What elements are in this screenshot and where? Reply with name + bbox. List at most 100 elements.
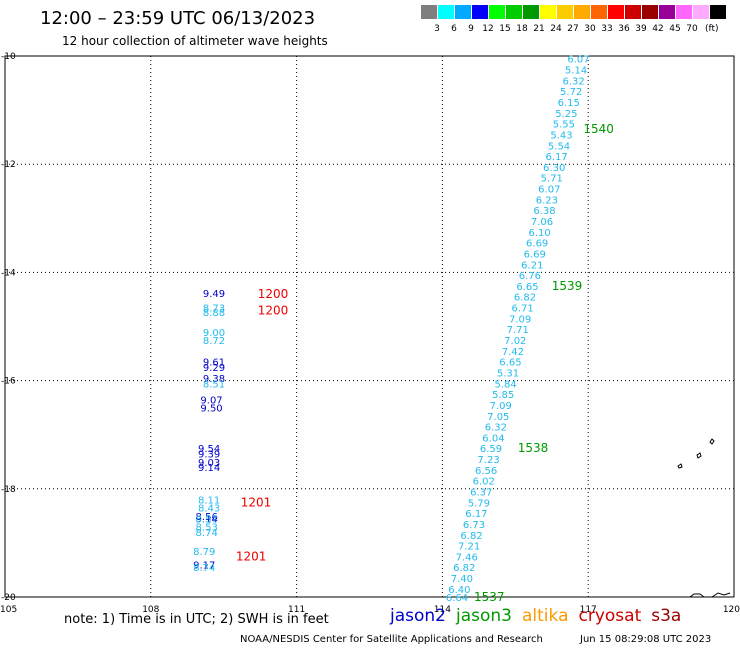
wave-height-label: 6.10: [528, 228, 550, 239]
wave-height-label: 7.42: [502, 347, 524, 358]
wave-height-label: 8.11: [198, 496, 220, 507]
wave-height-label: 7.23: [477, 455, 499, 466]
wave-height-label: 6.37: [470, 488, 492, 499]
wave-height-label: 6.07: [567, 55, 589, 66]
wave-height-label: 7.02: [504, 336, 526, 347]
wave-height-label: 6.65: [499, 358, 521, 369]
wave-height-label: 8.73: [203, 304, 225, 315]
wave-height-label: 6.32: [485, 423, 507, 434]
wave-height-label: 6.02: [473, 477, 495, 488]
island-outline: [696, 452, 702, 459]
legend-label: 21: [533, 24, 545, 34]
axis-labels: 105 108 111 114 117 120 -10 -12 -14 -16 -18 -20: [0, 52, 740, 615]
wave-height-label: 5.55: [553, 120, 575, 131]
legend-label: 27: [567, 24, 579, 34]
satellite-legend: jason2 jason3 altika cryosat s3a: [390, 606, 691, 626]
legend-swatch: [557, 5, 573, 19]
satellite-name: cryosat: [578, 606, 642, 626]
longitude-tick-label: 105: [0, 605, 17, 615]
wave-height-label: 9.54: [198, 444, 220, 455]
legend-label: 30: [584, 24, 596, 34]
legend-swatch: [540, 5, 556, 19]
legend-label: 15: [499, 24, 511, 34]
legend-swatch: [523, 5, 539, 19]
wave-height-label: 6.76: [519, 271, 541, 282]
wave-height-label: 6.73: [463, 520, 485, 531]
legend-label: 6: [451, 24, 457, 34]
wave-height-label: 6.71: [511, 304, 533, 315]
legend-swatch: [693, 5, 709, 19]
pass-number-label: 1539: [552, 279, 583, 293]
wave-height-label: 6.82: [453, 563, 475, 574]
wave-height-label: 7.21: [458, 542, 480, 553]
wave-height-label: 8.74: [196, 528, 218, 539]
wave-height-label: 9.00: [203, 328, 225, 339]
wave-height-label: 7.06: [531, 217, 553, 228]
wave-height-label: 6.82: [460, 531, 482, 542]
legend-swatch: [676, 5, 692, 19]
wave-height-label: 5.85: [492, 390, 514, 401]
wave-height-label: 5.79: [468, 498, 490, 509]
map-frame: [4, 55, 735, 598]
wave-height-label: 8.53: [196, 523, 218, 534]
credit-text: NOAA/NESDIS Center for Satellite Applica…: [240, 634, 543, 645]
pass-number-label: 1200: [258, 303, 289, 317]
wave-height-label: 9.17: [193, 561, 215, 572]
wave-height-label: 7.46: [456, 552, 478, 563]
wave-height-label: 6.69: [526, 239, 548, 250]
latitude-tick-label: -16: [1, 377, 16, 387]
wave-height-label: 5.14: [565, 66, 587, 77]
wave-height-label: 9.29: [203, 363, 225, 374]
wave-height-label: 6.65: [516, 282, 538, 293]
wave-height-label: 9.50: [200, 404, 222, 415]
wave-height-label: 6.15: [558, 98, 580, 109]
wave-height-label: 6.04: [482, 433, 504, 444]
timestamp-text: Jun 15 08:29:08 UTC 2023: [580, 634, 712, 645]
legend-label: 39: [635, 24, 647, 34]
legend-label: 33: [601, 24, 613, 34]
footer-note: note: 1) Time is in UTC; 2) SWH is in fe…: [64, 612, 329, 627]
legend-label: 70: [686, 24, 698, 34]
legend-label: 18: [516, 24, 528, 34]
wave-height-label: 5.25: [555, 109, 577, 120]
wave-height-label: 9.49: [203, 289, 225, 300]
wave-height-label: 9.14: [198, 463, 220, 474]
wave-height-label: 8.88: [203, 308, 225, 319]
legend-label: 9: [468, 24, 474, 34]
pass-number-label: 1201: [241, 495, 272, 509]
wave-height-label: 5.71: [541, 174, 563, 185]
wave-height-label: 6.40: [448, 585, 470, 596]
longitude-tick-label: 120: [723, 605, 740, 615]
legend-swatch: [455, 5, 471, 19]
pass-number-label: 1537: [474, 590, 505, 604]
pass-number-label: 1540: [583, 122, 614, 136]
longitude-tick-label: 114: [434, 605, 451, 615]
legend-swatch: [574, 5, 590, 19]
island-outline: [677, 463, 683, 469]
wave-height-label: 9.61: [203, 358, 225, 369]
legend-unit: (ft): [705, 24, 719, 34]
wave-height-label: 6.82: [514, 293, 536, 304]
latitude-tick-label: -12: [1, 160, 16, 170]
pass-number-label: 1538: [518, 441, 549, 455]
legend-swatch: [608, 5, 624, 19]
wave-height-label: 5.54: [548, 141, 570, 152]
latitude-tick-label: -14: [1, 268, 16, 278]
wave-height-label: 6.64: [446, 593, 468, 604]
wave-height-label: 7.09: [509, 314, 531, 325]
wave-height-label: 6.32: [562, 76, 584, 87]
legend-swatch: [506, 5, 522, 19]
legend-swatch: [642, 5, 658, 19]
wave-height-label: 6.21: [521, 260, 543, 271]
wave-height-label: 6.23: [536, 195, 558, 206]
latitude-tick-label: -10: [1, 52, 16, 62]
island-coastlines: [677, 438, 731, 598]
wave-height-label: 5.72: [560, 87, 582, 98]
wave-height-label: 6.56: [475, 466, 497, 477]
wave-height-label: 6.17: [545, 152, 567, 163]
legend-swatch: [710, 5, 726, 19]
pass-number-label: 1201: [236, 549, 267, 563]
grid-lines: [5, 56, 734, 597]
wave-height-label: 9.03: [198, 458, 220, 469]
wave-height-label: 6.07: [538, 185, 560, 196]
